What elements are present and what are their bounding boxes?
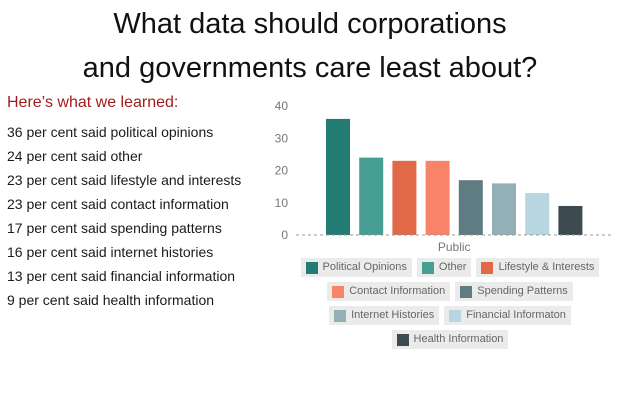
title-line-2: and governments care least about?	[82, 52, 538, 84]
y-tick-label: 0	[281, 228, 288, 242]
bar-contact-information	[425, 160, 450, 235]
legend-label: Contact Information	[349, 285, 446, 297]
finding-item: 17 per cent said spending patterns	[7, 220, 222, 236]
legend-swatch	[460, 285, 473, 298]
y-tick-label: 20	[275, 164, 289, 178]
legend-item-other[interactable]: Other	[416, 258, 472, 277]
legend-row: Internet Histories Financial Informaton	[280, 306, 620, 325]
legend-item-lifestyle-interests[interactable]: Lifestyle & Interests	[476, 258, 600, 277]
legend-row: Health Information	[280, 330, 620, 349]
legend-label: Spending Patterns	[477, 285, 568, 297]
chart-title: What data should corporations and govern…	[0, 2, 620, 90]
bar-internet-histories	[492, 183, 516, 235]
bar-other	[359, 157, 384, 235]
title-line-1: What data should corporations	[113, 8, 507, 40]
legend-item-political-opinions[interactable]: Political Opinions	[300, 258, 412, 277]
bar-political-opinions	[326, 118, 350, 235]
legend-label: Financial Informaton	[466, 309, 566, 321]
legend-swatch	[396, 333, 409, 346]
bar-spending-patterns	[458, 180, 483, 235]
finding-item: 36 per cent said political opinions	[7, 124, 214, 140]
legend-label: Internet Histories	[351, 309, 435, 321]
bar-chart: 0 10 20 30 40 Public	[275, 99, 614, 254]
bar-lifestyle-interests	[392, 160, 417, 235]
bar-financial-informaton	[525, 193, 550, 235]
findings-list: 36 per cent said political opinions 24 p…	[7, 120, 241, 312]
legend-item-financial-information[interactable]: Financial Informaton	[444, 306, 571, 325]
legend-label: Political Opinions	[322, 261, 407, 273]
legend-item-contact-information[interactable]: Contact Information	[327, 282, 451, 301]
legend-swatch	[481, 261, 494, 274]
finding-item: 13 per cent said financial information	[7, 268, 236, 284]
legend-row: Contact Information Spending Patterns	[280, 282, 620, 301]
chart-legend: Political Opinions Other Lifestyle & Int…	[280, 258, 620, 354]
legend-label: Other	[438, 261, 467, 273]
legend-item-internet-histories[interactable]: Internet Histories	[329, 306, 440, 325]
legend-swatch	[449, 309, 462, 322]
legend-swatch	[334, 309, 347, 322]
legend-swatch	[332, 285, 345, 298]
legend-swatch	[305, 261, 318, 274]
legend-swatch	[421, 261, 434, 274]
finding-item: 23 per cent said lifestyle and interests	[7, 172, 242, 188]
bar-health-information	[558, 205, 583, 235]
legend-label: Health Information	[413, 333, 504, 345]
y-tick-label: 40	[275, 99, 289, 113]
legend-item-spending-patterns[interactable]: Spending Patterns	[455, 282, 573, 301]
finding-item: 24 per cent said other	[7, 148, 143, 164]
legend-item-health-information[interactable]: Health Information	[391, 330, 509, 349]
legend-row: Political Opinions Other Lifestyle & Int…	[280, 258, 620, 277]
learned-heading: Here’s what we learned:	[7, 94, 179, 111]
legend-label: Lifestyle & Interests	[498, 261, 595, 273]
y-tick-label: 10	[275, 196, 289, 210]
finding-item: 9 per cent said health information	[7, 292, 215, 308]
finding-item: 16 per cent said internet histories	[7, 244, 214, 260]
y-tick-label: 30	[275, 131, 289, 145]
x-category-label: Public	[438, 240, 471, 254]
finding-item: 23 per cent said contact information	[7, 196, 229, 212]
